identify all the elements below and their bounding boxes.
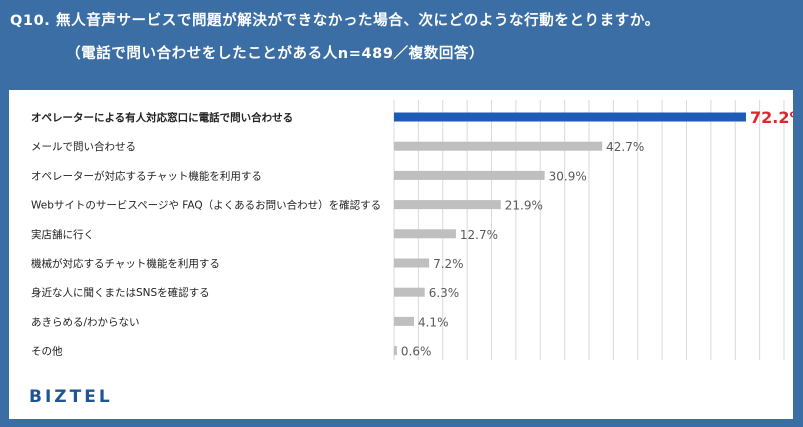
category-label: あきらめる/わからない <box>31 316 140 328</box>
bar <box>394 112 746 122</box>
bar <box>394 287 425 297</box>
value-label: 21.9% <box>505 199 543 213</box>
value-label: 30.9% <box>549 169 587 183</box>
bar <box>394 229 456 239</box>
category-label: オペレーターによる有人対応窓口に電話で問い合わせる <box>31 111 293 124</box>
chart-title: Q10. 無人音声サービスで問題が解決ができなかった場合、次にどのような行動をと… <box>10 13 660 29</box>
value-label: 72.2% <box>750 108 793 127</box>
bar <box>394 141 603 151</box>
category-label: オペレーターが対応するチャット機能を利用する <box>31 169 262 182</box>
bar <box>394 346 397 356</box>
bar-chart: オペレーターによる有人対応窓口に電話で問い合わせる 72.2% メールで問い合わせる… <box>31 100 793 360</box>
category-label: その他 <box>31 345 63 358</box>
value-label: 12.7% <box>460 228 498 242</box>
category-label: 身近な人に聞くまたはSNSを確認する <box>31 286 210 299</box>
category-label: メールで問い合わせる <box>31 140 136 153</box>
bar <box>394 170 545 180</box>
value-label: 4.1% <box>418 315 449 329</box>
chart-panel: オペレーターによる有人対応窓口に電話で問い合わせる 72.2% メールで問い合わせる… <box>9 90 793 419</box>
bar <box>394 258 430 268</box>
value-label: 7.2% <box>433 257 464 271</box>
category-label: 実店舗に行く <box>31 228 94 241</box>
value-label: 0.6% <box>401 345 432 359</box>
chart-subtitle: （電話で問い合わせをしたことがある人n=489／複数回答） <box>66 46 485 62</box>
category-label: 機械が対応するチャット機能を利用する <box>31 257 220 270</box>
header: Q10. 無人音声サービスで問題が解決ができなかった場合、次にどのような行動をと… <box>0 0 803 88</box>
biztel-logo: BIZTEL <box>29 387 113 407</box>
value-label: 42.7% <box>606 140 644 154</box>
category-label: Webサイトのサービスページや FAQ（よくあるお問い合わせ）を確認する <box>31 199 381 212</box>
bar <box>394 316 414 326</box>
value-label: 6.3% <box>429 286 460 300</box>
bar <box>394 200 501 210</box>
